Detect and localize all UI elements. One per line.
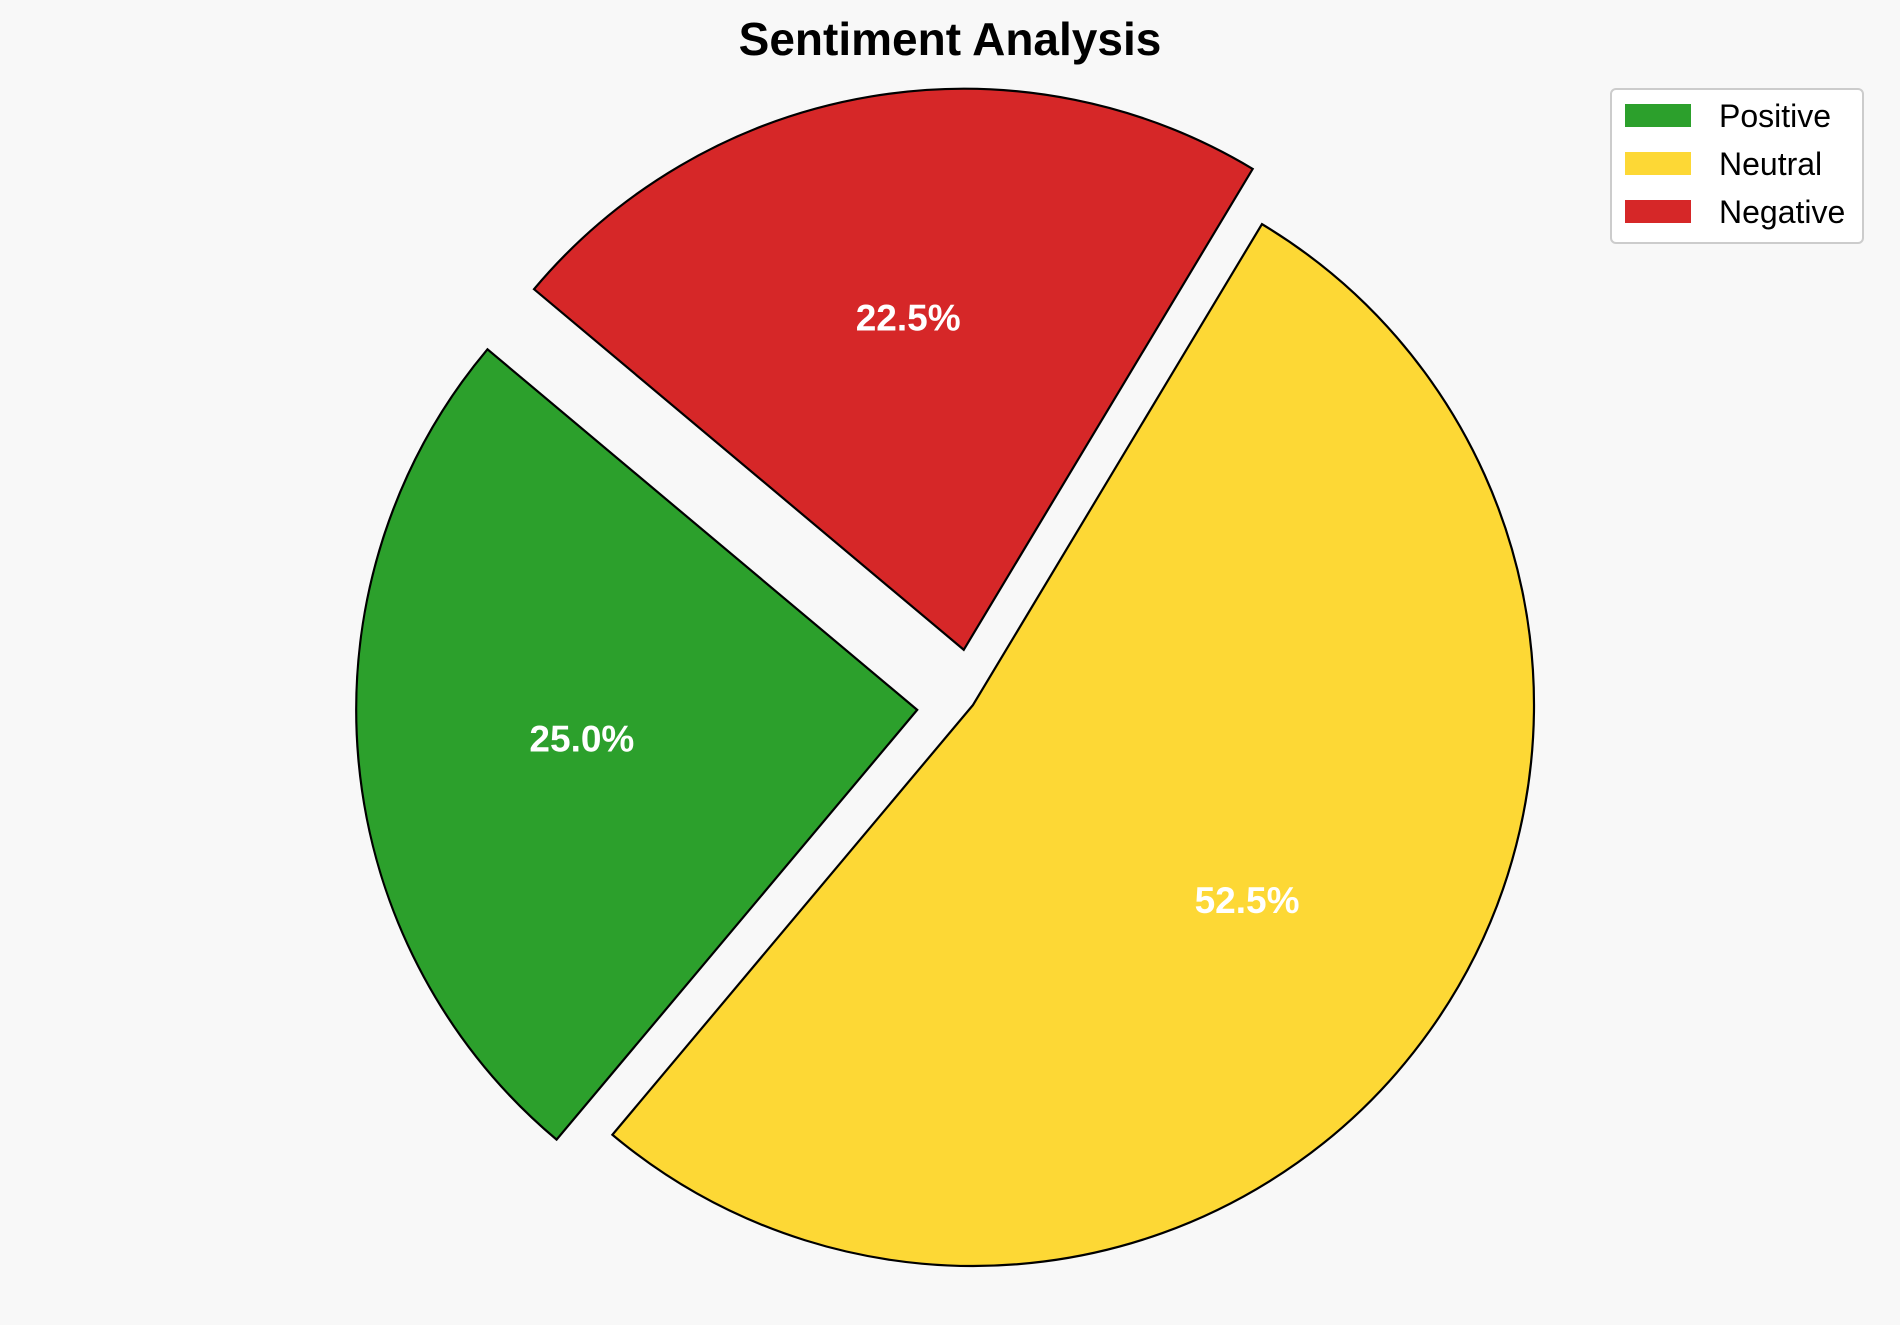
pie-slice-labels: 25.0% 52.5% 22.5% xyxy=(529,297,1299,921)
legend-swatch-negative xyxy=(1625,200,1691,223)
legend-label-positive: Positive xyxy=(1719,98,1831,134)
legend: Positive Neutral Negative xyxy=(1610,88,1864,244)
legend-entries: Positive Neutral Negative xyxy=(1625,98,1845,230)
legend-label-neutral: Neutral xyxy=(1719,146,1822,182)
pie-slice-negative xyxy=(532,87,1255,652)
legend-swatch-positive xyxy=(1625,104,1691,127)
chart-title: Sentiment Analysis xyxy=(739,13,1162,65)
slice-label-negative: 22.5% xyxy=(856,297,961,338)
slice-label-neutral: 52.5% xyxy=(1195,880,1300,921)
pie-slice-positive xyxy=(355,347,919,1142)
slice-label-positive: 25.0% xyxy=(529,719,634,760)
legend-label-negative: Negative xyxy=(1719,194,1845,230)
pie-slices xyxy=(355,87,1536,1268)
pie-slice-neutral xyxy=(610,222,1536,1268)
legend-swatch-neutral xyxy=(1625,152,1691,175)
